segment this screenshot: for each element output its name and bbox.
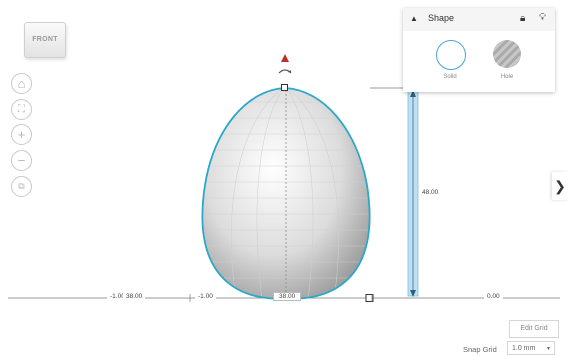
zoom-in-button[interactable]: + xyxy=(11,124,32,145)
solid-option-button[interactable] xyxy=(436,40,466,70)
lock-icon[interactable]: 🔒︎ xyxy=(520,13,526,24)
snap-grid-label: Snap Grid xyxy=(463,345,497,354)
view-cube[interactable]: FRONT xyxy=(24,22,66,58)
egg-shape xyxy=(201,87,371,300)
snap-grid-select[interactable]: 1.0 mm ▾ xyxy=(507,341,555,355)
inspector-header xyxy=(403,8,555,31)
projection-toggle-button[interactable]: ⧉ xyxy=(11,176,32,197)
collapse-icon[interactable]: ▲ xyxy=(410,14,418,23)
zoom-out-icon: − xyxy=(17,153,26,168)
left-offset-value[interactable]: -1.00 xyxy=(107,292,128,301)
view-cube-label: FRONT xyxy=(32,36,58,43)
fit-view-button[interactable]: ⛶ xyxy=(11,99,32,120)
home-icon: ⌂ xyxy=(17,76,26,91)
hole-option-button[interactable] xyxy=(493,40,521,68)
panel-toggle-chevron[interactable]: ❯ xyxy=(552,172,568,200)
zoom-out-button[interactable]: − xyxy=(11,150,32,171)
inspector-title: Shape xyxy=(428,13,455,23)
width-left-value[interactable]: 38.00 xyxy=(123,292,146,301)
chevron-down-icon: ▾ xyxy=(546,346,550,352)
height-dimension-value[interactable]: 48.00 xyxy=(419,188,442,197)
width-inner-value[interactable]: -1.00 xyxy=(195,292,216,301)
top-resize-handle xyxy=(281,84,288,91)
corner-resize-handle xyxy=(365,294,374,302)
edit-grid-button[interactable]: Edit Grid xyxy=(509,320,559,338)
solid-option-label: Solid xyxy=(443,74,457,80)
home-view-button[interactable]: ⌂ xyxy=(11,73,32,94)
shape-inspector-panel: ▲ Shape 🔒︎ 💡︎ Solid Hole xyxy=(403,8,555,92)
chevron-right-icon: ❯ xyxy=(554,178,566,194)
zoom-in-icon: + xyxy=(17,127,26,142)
snap-grid-value: 1.0 mm xyxy=(512,345,536,352)
lightbulb-icon[interactable]: 💡︎ xyxy=(539,12,546,23)
width-value[interactable]: 38.00 xyxy=(273,292,302,301)
right-offset-value[interactable]: 0.00 xyxy=(484,292,503,301)
hole-option-label: Hole xyxy=(500,74,514,80)
lift-arrow-handle xyxy=(281,54,289,62)
perspective-cube-icon: ⧉ xyxy=(18,181,25,191)
fit-view-icon: ⛶ xyxy=(18,103,25,115)
